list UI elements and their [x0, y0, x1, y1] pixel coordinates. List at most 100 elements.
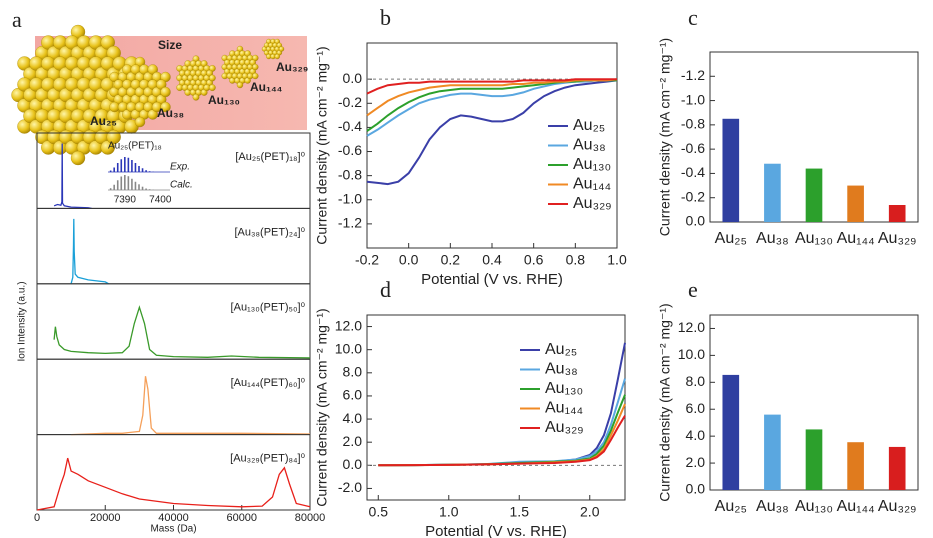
spectrum-frame: [36, 207, 311, 285]
gold-atom: [274, 53, 280, 60]
x-tick-label: 1.5: [510, 504, 530, 520]
y-tick-label: -1.0: [338, 190, 362, 206]
plot-frame: [366, 314, 626, 501]
x-tick-label: 20000: [90, 512, 121, 524]
y-axis-label: Current density (mA cm⁻² mg⁻¹): [314, 308, 330, 506]
curve: [366, 78, 617, 95]
x-tick-label: Au₁₃₀: [795, 498, 833, 515]
gold-atom: [160, 101, 171, 113]
spectrum-label: [Au₃₂₉(PET)₈₄]⁰: [230, 453, 305, 465]
gold-atom: [134, 116, 146, 128]
bar: [722, 374, 740, 490]
x-tick-label: 0.0: [399, 252, 419, 268]
x-axis-label: Potential (V vs. RHE): [425, 523, 567, 538]
y-tick-label: -0.6: [338, 142, 362, 158]
panel-letter: b: [380, 5, 391, 30]
panel-letter: c: [688, 5, 698, 30]
y-tick-label: 12.0: [335, 317, 362, 333]
x-axis-label: Potential (V vs. RHE): [421, 271, 563, 288]
panel-letter: d: [380, 277, 391, 302]
y-tick-label: 0.0: [686, 481, 706, 497]
legend-label: Au₃₈: [573, 137, 606, 154]
x-tick-label: 1.0: [607, 252, 627, 268]
legend-label: Au₂₅: [545, 341, 577, 358]
bar: [722, 118, 740, 222]
x-tick-label: 0: [34, 512, 40, 524]
gold-atom: [236, 81, 244, 89]
y-tick-label: 0.0: [343, 456, 363, 472]
y-axis-label: Ion Intensity (a.u.): [17, 281, 28, 361]
y-tick-label: 8.0: [686, 373, 706, 389]
x-tick-label: Au₂₅: [715, 498, 747, 515]
legend-label: Au₁₃₀: [573, 156, 611, 173]
legend-label: Au₃₈: [545, 361, 578, 378]
spectrum-line: [70, 218, 110, 285]
x-tick-label: 60000: [226, 512, 257, 524]
y-tick-label: 10.0: [678, 346, 705, 362]
cluster-label: Au₁₃₀: [208, 93, 240, 107]
x-tick-label: Au₁₄₄: [837, 230, 875, 247]
inset-tick-label: 7400: [149, 195, 172, 206]
bar: [764, 163, 781, 222]
bar: [805, 429, 823, 490]
x-tick-label: Au₁₄₄: [837, 498, 875, 515]
y-tick-label: 4.0: [343, 410, 363, 426]
gold-atom: [252, 72, 259, 80]
x-tick-label: 0.8: [566, 252, 586, 268]
y-axis-label: Current density (mA cm⁻² mg⁻¹): [657, 303, 673, 501]
cluster-label: Au₃₂₉: [276, 60, 308, 74]
x-tick-label: 1.0: [439, 504, 459, 520]
y-tick-label: 2.0: [343, 433, 363, 449]
legend-label: Au₁₄₄: [573, 176, 611, 193]
cluster-label: Au₂₅: [90, 114, 117, 128]
x-tick-label: 0.5: [369, 504, 389, 520]
inset-title: Au₂₅(PET)₁₈: [108, 141, 162, 152]
curve: [366, 79, 617, 132]
y-tick-label: 2.0: [686, 454, 706, 470]
gold-atom: [208, 74, 216, 82]
curve: [378, 378, 626, 467]
x-tick-label: Au₃₈: [756, 498, 789, 515]
curve: [366, 78, 618, 117]
spectrum-frame: [36, 358, 311, 436]
y-tick-label: 4.0: [686, 427, 706, 443]
gold-atom: [278, 46, 285, 52]
y-tick-label: -0.2: [681, 188, 705, 204]
y-tick-label: -0.6: [681, 140, 705, 156]
spectrum-label: [Au₃₈(PET)₂₄]⁰: [235, 226, 306, 238]
y-tick-label: 0.0: [343, 70, 363, 86]
spectrum-label: [Au₁₄₄(PET)₆₀]⁰: [231, 377, 306, 389]
cluster-label: Au₃₈: [157, 106, 184, 120]
y-tick-label: -0.8: [681, 116, 705, 132]
bar: [847, 442, 864, 490]
bar: [764, 414, 781, 490]
x-tick-label: 0.2: [441, 252, 461, 268]
x-tick-label: 2.0: [580, 504, 600, 520]
x-tick-label: Au₃₈: [756, 230, 789, 247]
gold-atom: [252, 63, 259, 71]
y-tick-label: 12.0: [678, 319, 705, 335]
x-tick-label: 0.6: [524, 252, 544, 268]
y-axis-label: Current density (mA cm⁻² mg⁻¹): [314, 46, 330, 244]
legend-label: Au₃₂₉: [573, 195, 612, 212]
x-tick-label: -0.2: [355, 252, 379, 268]
y-tick-label: -0.4: [338, 118, 362, 134]
panel-letter: a: [12, 7, 22, 32]
x-tick-label: Au₂₅: [715, 230, 747, 247]
y-tick-label: -1.0: [681, 91, 705, 107]
gold-atom: [208, 84, 216, 91]
legend-label: Au₁₄₄: [545, 400, 583, 417]
inset-series-label: Calc.: [170, 180, 193, 191]
x-tick-label: 40000: [158, 512, 189, 524]
spectrum-label: [Au₂₅(PET)₁₈]⁰: [235, 151, 305, 163]
clusters: [11, 24, 285, 166]
y-tick-label: -2.0: [338, 479, 362, 495]
legend-label: Au₂₅: [573, 117, 605, 134]
gold-atom: [192, 93, 200, 101]
inset-series-label: Exp.: [170, 162, 190, 173]
panel-letter: e: [688, 277, 698, 302]
x-tick-label: Au₃₂₉: [878, 230, 917, 247]
gold-atom: [160, 86, 171, 98]
spectrum-label: [Au₁₃₀(PET)₅₀]⁰: [231, 302, 306, 314]
y-tick-label: -0.4: [681, 164, 705, 180]
